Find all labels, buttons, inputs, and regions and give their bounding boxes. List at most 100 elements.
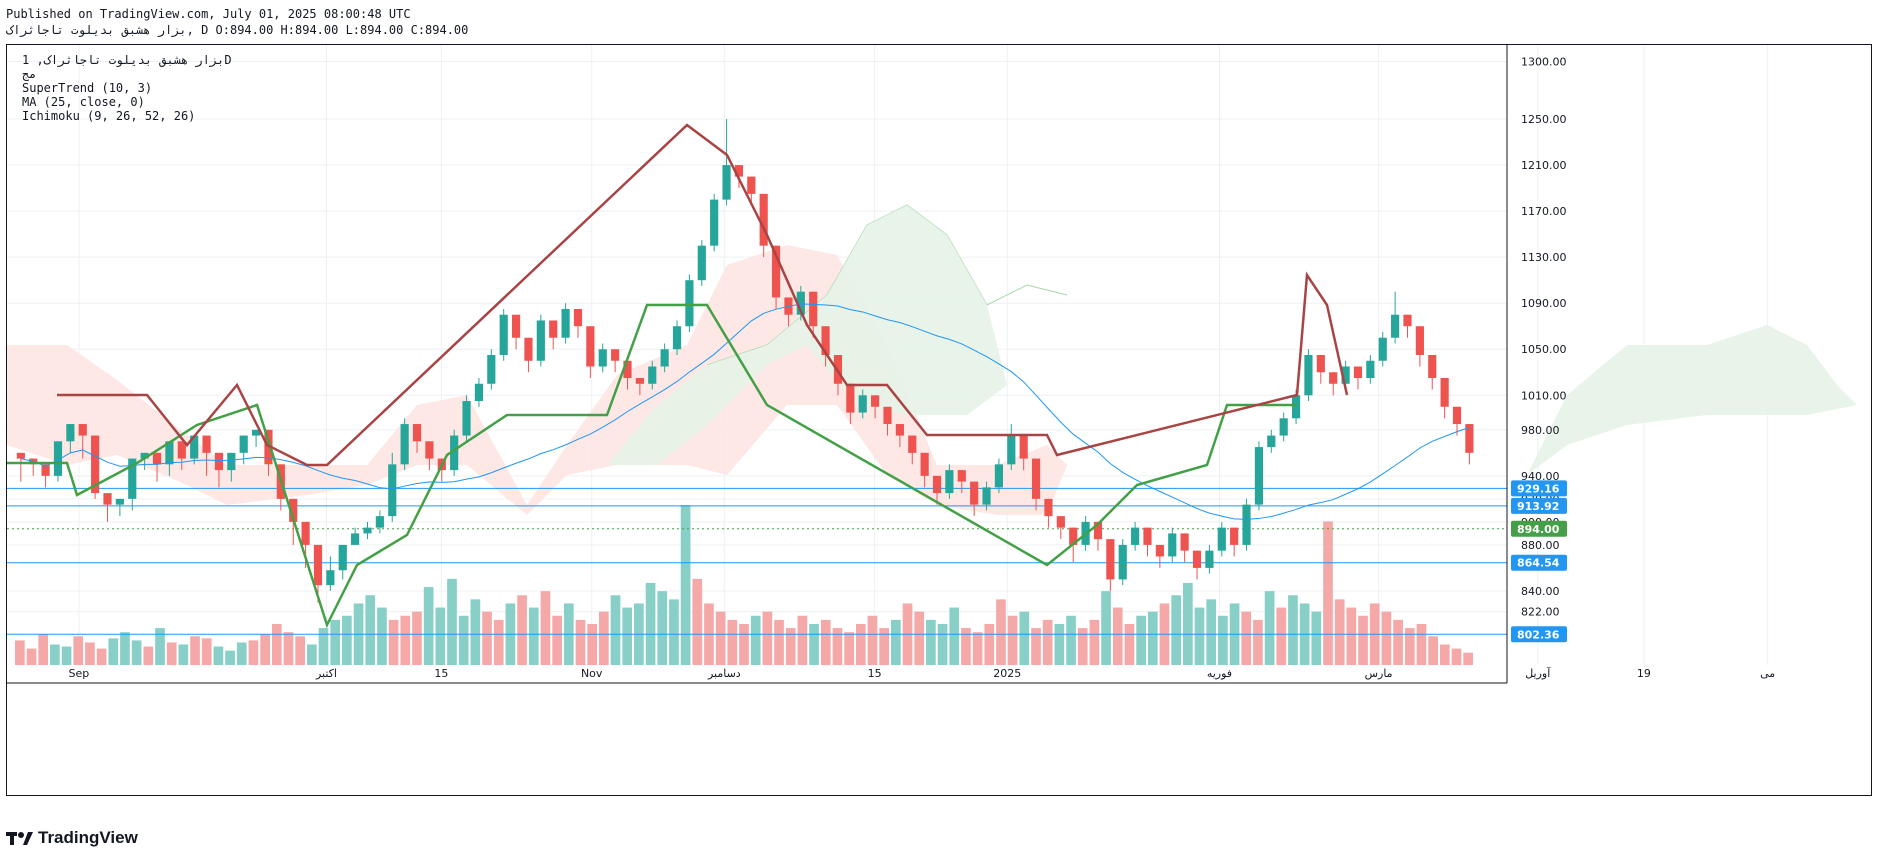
volume-bar — [1241, 611, 1252, 665]
candle-body — [623, 360, 632, 379]
candle-body — [1378, 337, 1387, 361]
published-caption: Published on TradingView.com, July 01, 2… — [6, 7, 411, 21]
legend-exchange: مج — [22, 67, 37, 81]
x-tick-label: Nov — [581, 667, 603, 680]
volume-bar — [1381, 611, 1392, 665]
x-tick-label: 19 — [1637, 667, 1651, 680]
price-label-box[interactable] — [1511, 480, 1567, 497]
candle-body — [1180, 533, 1189, 551]
candle-body — [957, 470, 966, 482]
volume-bar — [1101, 591, 1111, 665]
x-tick-label: اکتبر — [315, 667, 337, 680]
candle-body — [635, 378, 644, 384]
candle-body — [734, 165, 744, 177]
legend-supertrend[interactable]: SuperTrend (10, 3) — [22, 81, 153, 95]
y-tick-label: 1090.00 — [1521, 297, 1567, 310]
legend-ma[interactable]: MA (25, close, 0) — [22, 95, 145, 109]
candle-body — [1192, 550, 1202, 568]
tradingview-logo[interactable]: TradingView — [6, 828, 138, 848]
candle-body — [1291, 395, 1301, 419]
candle-body — [1242, 504, 1251, 545]
supertrend-up-line — [7, 303, 1297, 629]
candle-body — [1217, 527, 1226, 551]
volume-bar — [739, 623, 749, 665]
volume-bar — [949, 607, 960, 665]
volume-bar — [926, 619, 936, 665]
volume-bar — [891, 619, 901, 665]
candle-body — [202, 435, 211, 453]
volume-bar — [365, 595, 376, 665]
price-label-box[interactable] — [1511, 497, 1567, 514]
volume-bar — [774, 619, 784, 665]
y-tick-label: 822.00 — [1521, 606, 1560, 619]
candle-body — [313, 544, 323, 586]
volume-bar — [131, 640, 142, 665]
tradingview-logo-icon — [6, 832, 33, 845]
x-tick-label: مارس — [1365, 667, 1393, 680]
price-label-box[interactable] — [1511, 520, 1567, 537]
volume-bar — [412, 611, 422, 665]
volume-bar — [50, 644, 60, 665]
volume-bar — [1206, 599, 1217, 665]
candle-body — [549, 320, 558, 338]
volume-bar — [1124, 623, 1135, 665]
volume-bar — [1066, 615, 1076, 665]
volume-bar — [599, 611, 609, 665]
candle-body — [1366, 360, 1375, 379]
volume-bar — [1276, 607, 1287, 665]
volume-bar — [342, 615, 352, 665]
volume-bar — [552, 615, 562, 665]
volume-bar — [1183, 582, 1193, 665]
candle-body — [128, 458, 137, 499]
volume-bar — [1054, 623, 1065, 665]
price-label-box[interactable] — [1511, 626, 1567, 643]
price-label[interactable]: 913.92 — [1517, 500, 1559, 513]
legend-symbol[interactable]: بزار هشبق بدیلوت تاجاثراک, 1D — [22, 53, 232, 67]
x-tick-label: 2025 — [993, 667, 1021, 680]
volume-bar — [996, 599, 1006, 665]
candle-body — [932, 475, 942, 494]
volume-bar — [1077, 628, 1088, 665]
candle-body — [78, 424, 87, 436]
volume-bar — [283, 632, 294, 665]
price-label[interactable]: 802.36 — [1517, 628, 1560, 641]
x-tick-label: 15 — [868, 667, 882, 680]
legend-ichimoku[interactable]: Ichimoku (9, 26, 52, 26) — [22, 109, 196, 123]
volume-bar — [797, 615, 808, 665]
candle-body — [462, 401, 471, 436]
candle-body — [66, 424, 75, 442]
volume-bar — [166, 642, 177, 665]
candle-body — [239, 435, 248, 453]
volume-bar — [1393, 619, 1403, 665]
candle-body — [598, 349, 607, 367]
x-tick-label: فوریه — [1207, 667, 1232, 680]
candle-body — [91, 435, 100, 494]
candle-body — [1267, 435, 1276, 448]
candle-body — [697, 245, 706, 281]
volume-bar — [540, 591, 551, 665]
candle-body — [982, 487, 991, 505]
candle-body — [561, 308, 570, 338]
candle-body — [1019, 435, 1028, 459]
chart-frame[interactable]: 1300.00 1250.00 1210.00 1170.00 1130.00 1090.… — [6, 44, 1872, 796]
volume-bar — [657, 591, 668, 665]
price-label[interactable]: 864.54 — [1517, 557, 1560, 570]
volume-bar — [447, 578, 457, 665]
volume-bar — [727, 619, 738, 665]
chart-canvas[interactable]: 1300.00 1250.00 1210.00 1170.00 1130.00 1090.… — [7, 45, 1871, 795]
price-label[interactable]: 929.16 — [1517, 482, 1560, 495]
volume-bar — [38, 634, 49, 665]
volume-bar — [1404, 628, 1415, 665]
price-label[interactable]: 894.00 — [1517, 523, 1560, 536]
candle-body — [251, 429, 261, 436]
volume-bar — [645, 582, 656, 665]
volume-bar — [1451, 648, 1462, 665]
candle-body — [858, 395, 867, 413]
volume-bar — [307, 644, 317, 665]
volume-bar — [1288, 595, 1298, 665]
candle-body — [499, 314, 508, 355]
x-tick-label: آوریل — [1525, 666, 1551, 680]
volume-bar — [855, 623, 866, 665]
price-label-box[interactable] — [1511, 554, 1567, 571]
candle-body — [611, 349, 620, 361]
